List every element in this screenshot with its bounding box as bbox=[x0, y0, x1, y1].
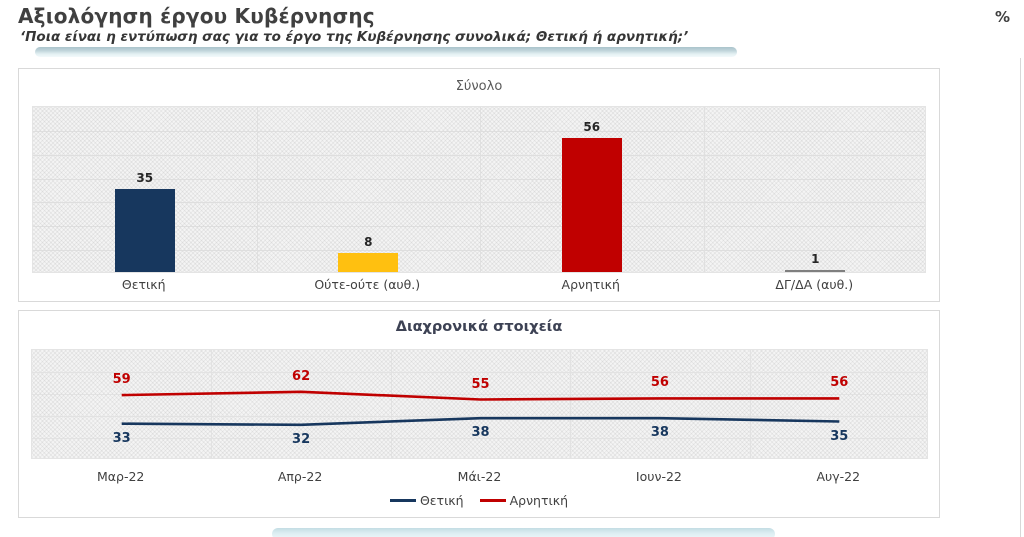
legend-item-Αρνητική: Αρνητική bbox=[479, 493, 569, 508]
bar-value-label: 8 bbox=[364, 234, 373, 249]
bar-gridline bbox=[33, 202, 925, 204]
bar-3 bbox=[785, 269, 846, 272]
bar-category-label: ΔΓ/ΔΑ (αυθ.) bbox=[775, 277, 854, 292]
point-label: 59 bbox=[112, 372, 131, 388]
point-label: 56 bbox=[650, 375, 669, 391]
bar-gridline bbox=[33, 130, 925, 132]
line-chart-title: Διαχρονικά στοιχεία bbox=[395, 319, 563, 335]
line-gridline bbox=[32, 438, 927, 439]
bar-value-label: 56 bbox=[583, 120, 601, 135]
series-line-Αρνητική bbox=[121, 390, 840, 401]
point-label: 62 bbox=[292, 368, 311, 384]
page-subtitle: ‘Ποια είναι η εντύπωση σας για το έργο τ… bbox=[20, 29, 689, 45]
line-gridline-vertical bbox=[749, 350, 751, 458]
bar-gridline bbox=[33, 250, 925, 252]
subtitle-underline-bar bbox=[35, 47, 737, 57]
line-gridline-vertical bbox=[390, 350, 392, 458]
bar-gridline bbox=[33, 178, 925, 180]
bar-gridline-vertical bbox=[480, 107, 481, 272]
line-gridline bbox=[32, 394, 927, 395]
bar-value-label: 1 bbox=[811, 251, 820, 266]
line-gridline-vertical bbox=[570, 350, 572, 458]
line-chart-series bbox=[121, 390, 840, 427]
line-gridline bbox=[32, 372, 927, 373]
line-chart-legend: Θετική Αρνητική bbox=[19, 493, 939, 508]
legend-line-swatch bbox=[389, 499, 416, 502]
x-axis-label: Αυγ-22 bbox=[816, 469, 861, 484]
bar-1 bbox=[338, 252, 399, 272]
point-label: 55 bbox=[471, 376, 490, 392]
x-axis-label: Ιουν-22 bbox=[635, 469, 682, 484]
unit-label: % bbox=[994, 8, 1010, 26]
bar-value-label: 35 bbox=[136, 170, 154, 185]
x-axis-label: Μάι-22 bbox=[457, 469, 502, 484]
line-gridline-vertical bbox=[211, 350, 213, 458]
series-line-Θετική bbox=[121, 416, 840, 427]
bar-0 bbox=[114, 188, 175, 272]
line-chart-panel: Διαχρονικά στοιχεία 33 32 38 38 35 59 62 55 56 56… bbox=[18, 310, 940, 518]
bar-2 bbox=[561, 138, 622, 272]
bar-gridline-vertical bbox=[256, 107, 258, 272]
legend-item-Θετική: Θετική bbox=[389, 493, 464, 508]
page-title: Αξιολόγηση έργου Κυβέρνησης bbox=[18, 4, 375, 28]
bar-gridline-vertical bbox=[703, 107, 705, 272]
bottom-divider-bar bbox=[272, 528, 775, 537]
x-axis-label: Μαρ-22 bbox=[97, 469, 145, 484]
point-label: 32 bbox=[292, 431, 311, 447]
bar-gridline bbox=[33, 226, 925, 228]
legend-label: Θετική bbox=[419, 493, 464, 508]
line-gridline bbox=[32, 416, 927, 417]
point-label: 35 bbox=[830, 428, 849, 444]
bar-chart-title: Σύνολο bbox=[455, 79, 503, 94]
point-label: 38 bbox=[650, 425, 669, 441]
bar-category-label: Θετική bbox=[121, 277, 166, 292]
legend-line-swatch bbox=[479, 499, 506, 502]
bar-category-label: Αρνητική bbox=[561, 277, 620, 292]
legend-label: Αρνητική bbox=[509, 493, 569, 508]
bar-chart-plot: 35 8 56 1 bbox=[32, 106, 926, 273]
bar-gridline bbox=[33, 154, 925, 156]
page-edge-line bbox=[1020, 58, 1021, 537]
bar-category-label: Ούτε-ούτε (αυθ.) bbox=[314, 277, 421, 292]
x-axis-label: Απρ-22 bbox=[277, 469, 323, 484]
point-label: 38 bbox=[471, 425, 490, 441]
line-chart-plot: 33 32 38 38 35 59 62 55 56 56 bbox=[31, 349, 928, 459]
bar-chart-panel: Σύνολο 35 8 56 1 Θετική Ούτε-ούτε (αυθ.) Αρνη… bbox=[18, 68, 940, 302]
point-label: 56 bbox=[830, 375, 849, 391]
point-label: 33 bbox=[112, 430, 131, 446]
